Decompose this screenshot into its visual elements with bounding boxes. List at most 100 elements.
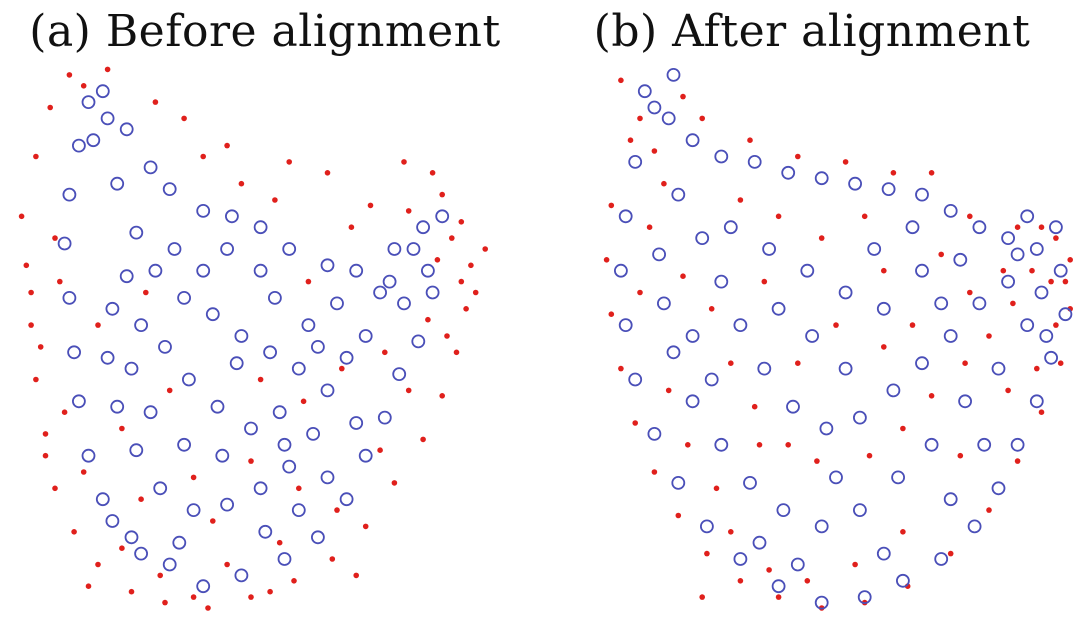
scatter-point-circle xyxy=(852,410,867,425)
scatter-point-circle xyxy=(320,470,335,485)
scatter-point-dot xyxy=(463,306,469,312)
scatter-point-circle xyxy=(886,383,901,398)
scatter-point-dot xyxy=(795,153,801,160)
scatter-point-dot xyxy=(852,561,858,568)
scatter-point-circle xyxy=(143,405,158,420)
scatter-point-circle xyxy=(387,242,402,256)
scatter-point-circle xyxy=(435,209,450,224)
scatter-point-dot xyxy=(420,436,426,443)
scatter-point-dot xyxy=(300,398,307,405)
scatter-point-circle xyxy=(891,470,906,485)
scatter-point-dot xyxy=(348,224,355,230)
scatter-point-dot xyxy=(713,485,720,492)
scatter-point-circle xyxy=(81,95,96,109)
scatter-point-dot xyxy=(434,257,441,263)
scatter-point-dot xyxy=(608,202,615,209)
scatter-point-circle xyxy=(967,519,982,534)
scatter-point-dot xyxy=(453,349,460,356)
scatter-point-dot xyxy=(699,594,705,600)
scatter-point-circle xyxy=(1039,329,1054,343)
scatter-point-dot xyxy=(439,393,446,399)
scatter-point-dot xyxy=(119,425,125,432)
scatter-point-dot xyxy=(276,539,283,546)
scatter-svg-after xyxy=(603,67,1073,611)
scatter-point-dot xyxy=(699,115,705,122)
scatter-point-circle xyxy=(196,203,211,218)
scatter-point-circle xyxy=(743,475,757,490)
scatter-point-circle xyxy=(86,133,101,148)
scatter-point-circle xyxy=(339,492,354,507)
scatter-point-dot xyxy=(1048,278,1054,285)
scatter-point-dot xyxy=(661,180,667,187)
scatter-point-dot xyxy=(128,588,135,595)
scatter-point-circle xyxy=(1034,285,1049,300)
scatter-point-dot xyxy=(382,349,388,356)
scatter-point-circle xyxy=(776,503,791,518)
scatter-point-circle xyxy=(72,138,86,153)
scatter-point-circle xyxy=(306,426,321,441)
scatter-point-circle xyxy=(934,552,949,566)
scatter-point-dot xyxy=(224,561,230,568)
scatter-point-circle xyxy=(915,356,929,371)
scatter-point-circle xyxy=(320,258,335,273)
scatter-point-dot xyxy=(362,523,369,530)
scatter-point-circle xyxy=(181,372,196,387)
scatter-point-circle xyxy=(339,350,354,365)
scatter-point-dot xyxy=(52,235,58,241)
scatter-point-dot xyxy=(23,262,30,269)
panel-after: (b) After alignment xyxy=(545,0,1079,619)
scatter-point-circle xyxy=(1010,247,1025,262)
panel-title-before: (a) Before alignment xyxy=(29,6,501,57)
scatter-point-dot xyxy=(52,485,58,492)
scatter-point-circle xyxy=(310,339,325,354)
scatter-point-dot xyxy=(95,322,101,328)
scatter-point-circle xyxy=(215,448,230,463)
scatter-point-dot xyxy=(33,376,39,383)
scatter-point-circle xyxy=(628,372,643,387)
scatter-point-circle xyxy=(781,165,796,180)
scatter-point-dot xyxy=(238,180,245,187)
scatter-point-dot xyxy=(367,202,374,209)
scatter-point-circle xyxy=(162,557,177,572)
scatter-point-circle xyxy=(814,171,829,186)
scatter-point-dot xyxy=(1053,235,1059,241)
scatter-point-circle xyxy=(747,155,762,169)
scatter-point-circle xyxy=(100,111,115,126)
scatter-plot-before xyxy=(0,60,530,619)
scatter-point-dot xyxy=(900,425,906,432)
scatter-point-dot xyxy=(57,278,63,285)
scatter-point-circle xyxy=(666,345,681,360)
scatter-point-dot xyxy=(766,567,772,573)
scatter-point-dot xyxy=(472,289,479,296)
scatter-point-dot xyxy=(861,213,868,220)
scatter-point-dot xyxy=(737,578,744,584)
scatter-point-circle xyxy=(124,530,139,545)
scatter-point-circle xyxy=(349,263,364,278)
scatter-point-circle xyxy=(244,421,258,436)
scatter-point-dot xyxy=(795,360,801,367)
scatter-point-dot xyxy=(708,306,715,312)
scatter-point-circle xyxy=(905,220,920,235)
scatter-point-circle xyxy=(253,481,268,496)
scatter-point-dot xyxy=(47,104,53,111)
scatter-point-circle xyxy=(991,361,1006,376)
scatter-point-circle xyxy=(220,242,235,256)
scatter-point-dot xyxy=(900,529,906,535)
scatter-point-circle xyxy=(349,416,364,430)
scatter-point-circle xyxy=(1029,242,1044,256)
scatter-point-circle xyxy=(105,301,120,316)
scatter-point-circle xyxy=(425,285,440,300)
scatter-point-circle xyxy=(110,399,125,414)
scatter-point-circle xyxy=(224,209,239,224)
scatter-point-circle xyxy=(657,296,671,311)
scatter-point-dot xyxy=(439,191,446,198)
scatter-point-dot xyxy=(152,99,159,105)
scatter-point-circle xyxy=(881,182,896,197)
scatter-point-dot xyxy=(205,605,211,611)
scatter-point-circle xyxy=(805,329,820,343)
scatter-point-dot xyxy=(405,387,412,394)
scatter-point-circle xyxy=(172,535,187,550)
scatter-point-circle xyxy=(397,296,411,311)
scatter-point-circle xyxy=(253,263,268,278)
scatter-point-dot xyxy=(957,452,964,459)
